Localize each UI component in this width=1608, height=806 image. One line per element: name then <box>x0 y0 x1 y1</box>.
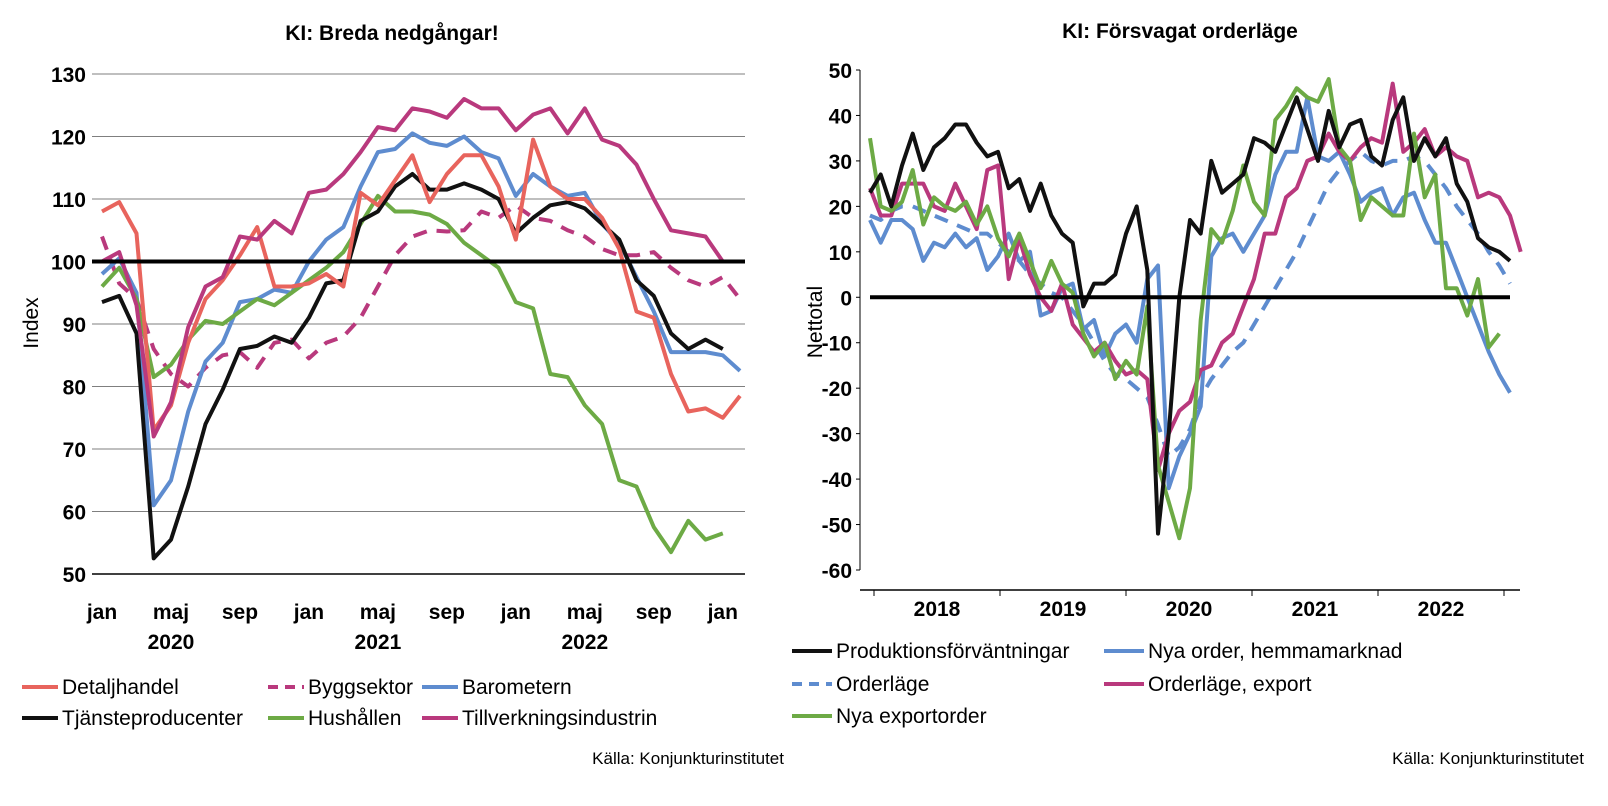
right-x-tick-labels: 2018 2019 2020 2021 2022 <box>873 590 1505 621</box>
left-legend-label: Tillverkningsindustrin <box>462 707 657 730</box>
right-chart: KI: Försvagat orderläge 50 40 30 20 10 0 -10 -2… <box>792 20 1584 768</box>
left-y-axis-label: Index <box>20 297 43 349</box>
left-source-note: Källa: Konjunkturinstitutet <box>592 749 784 768</box>
left-series-detaljhandel <box>101 137 742 433</box>
left-x-month-tick: jan <box>707 601 738 624</box>
right-legend-label: Produktionsförväntningar <box>836 640 1069 663</box>
left-x-year-tick: 2020 <box>148 631 195 654</box>
right-y-tick: 30 <box>829 151 852 174</box>
right-y-tick: 50 <box>829 60 852 83</box>
right-y-tick: -60 <box>822 560 852 583</box>
right-legend-label: Orderläge, export <box>1148 673 1312 696</box>
left-x-month-tick: maj <box>153 601 189 624</box>
left-series-byggsektor <box>100 203 742 389</box>
left-x-month-tick: sep <box>222 601 258 624</box>
left-legend-label: Tjänsteproducenter <box>62 707 243 730</box>
left-y-tick: 50 <box>63 564 86 587</box>
right-y-tick: -20 <box>822 378 852 401</box>
left-y-tick: 60 <box>63 502 86 525</box>
left-y-tick: 100 <box>51 252 86 275</box>
right-legend: Produktionsförväntningar Nya order, hemma… <box>792 640 1402 728</box>
left-chart: KI: Breda nedgångar! 130 120 110 100 90 80 70 6… <box>20 22 784 768</box>
left-y-tick: 120 <box>51 127 86 150</box>
left-y-tick: 80 <box>63 377 86 400</box>
right-y-tick: 20 <box>829 196 852 219</box>
right-series-nya-exportorder <box>868 77 1501 541</box>
left-legend: Detaljhandel Byggsektor Barometern Tjänstep… <box>22 676 657 730</box>
right-y-tick: 10 <box>829 242 852 265</box>
right-y-tick: 0 <box>840 287 852 310</box>
right-y-tick: -50 <box>822 515 852 538</box>
left-x-month-tick: jan <box>500 601 531 624</box>
left-legend-label: Barometern <box>462 676 572 699</box>
left-series-hushallen <box>100 193 724 555</box>
right-legend-label: Nya exportorder <box>836 705 987 728</box>
left-y-tick: 130 <box>51 64 86 87</box>
left-chart-title: KI: Breda nedgångar! <box>285 22 499 45</box>
left-x-month-tick: jan <box>293 601 324 624</box>
right-y-axis-label: Nettotal <box>804 286 827 358</box>
left-x-year-tick: 2021 <box>355 631 402 654</box>
right-legend-label: Orderläge <box>836 673 929 696</box>
left-series-tillverkningsindustrin <box>101 97 725 439</box>
right-y-tick: -10 <box>822 333 852 356</box>
left-y-tick: 110 <box>52 189 86 212</box>
right-series-lines <box>868 77 1523 541</box>
right-source-note: Källa: Konjunkturinstitutet <box>1392 749 1584 768</box>
right-series-produktionsforvantningar <box>868 95 1512 536</box>
left-x-month-tick: sep <box>429 601 465 624</box>
left-x-tick-labels: jan maj sep jan maj sep jan maj sep jan 2020 2021 20… <box>86 601 738 654</box>
right-legend-label: Nya order, hemmamarknad <box>1148 640 1402 663</box>
left-y-tick: 90 <box>63 314 86 337</box>
left-x-month-tick: maj <box>360 601 396 624</box>
left-x-month-tick: maj <box>567 601 603 624</box>
right-x-year-tick: 2022 <box>1418 598 1465 621</box>
left-legend-label: Hushållen <box>308 707 401 730</box>
right-y-tick: -30 <box>822 424 852 447</box>
left-y-tick: 70 <box>63 439 86 462</box>
right-y-tick: 40 <box>829 105 852 128</box>
right-x-year-tick: 2019 <box>1040 598 1087 621</box>
right-x-year-tick: 2018 <box>914 598 961 621</box>
left-legend-label: Byggsektor <box>308 676 413 699</box>
right-x-year-tick: 2020 <box>1166 598 1213 621</box>
left-x-month-tick: jan <box>86 601 117 624</box>
right-x-year-tick: 2021 <box>1292 598 1339 621</box>
right-y-tick-labels: 50 40 30 20 10 0 -10 -20 -30 -40 -50 -60 <box>822 60 852 583</box>
left-series-lines <box>100 97 742 561</box>
left-legend-label: Detaljhandel <box>62 676 179 699</box>
left-series-tjansteproducenter <box>101 172 724 561</box>
left-x-month-tick: sep <box>636 601 672 624</box>
right-gridlines <box>856 69 861 571</box>
right-chart-title: KI: Försvagat orderläge <box>1062 20 1298 43</box>
right-series-nya-order-hemmamarknad <box>868 95 1512 491</box>
left-y-tick-labels: 130 120 110 100 90 80 70 60 50 <box>51 64 86 587</box>
left-x-year-tick: 2022 <box>561 631 608 654</box>
right-y-tick: -40 <box>822 469 852 492</box>
